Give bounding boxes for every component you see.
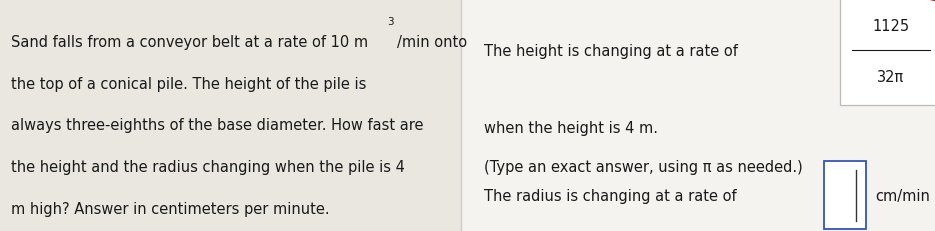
Text: The radius is changing at a rate of: The radius is changing at a rate of [484,188,737,203]
FancyBboxPatch shape [0,0,461,231]
Text: The height is changing at a rate of: The height is changing at a rate of [484,43,739,58]
Text: 1125: 1125 [872,19,910,34]
FancyBboxPatch shape [461,0,935,231]
Text: 32π: 32π [877,70,905,85]
Text: 3: 3 [387,17,394,27]
Text: always three-eighths of the base diameter. How fast are: always three-eighths of the base diamete… [11,118,424,133]
Text: Sand falls from a conveyor belt at a rate of 10 m: Sand falls from a conveyor belt at a rat… [11,35,368,50]
Text: the height and the radius changing when the pile is 4: the height and the radius changing when … [11,159,405,174]
Text: /min onto: /min onto [397,35,468,50]
Text: m high? Answer in centimeters per minute.: m high? Answer in centimeters per minute… [11,201,330,216]
Text: cm/min: cm/min [875,188,930,203]
Text: the top of a conical pile. The height of the pile is: the top of a conical pile. The height of… [11,76,367,91]
Text: (Type an exact answer, using π as needed.): (Type an exact answer, using π as needed… [484,159,803,174]
Text: when the height is 4 m.: when the height is 4 m. [484,120,658,135]
FancyBboxPatch shape [840,0,935,105]
Polygon shape [917,0,935,3]
FancyBboxPatch shape [824,162,866,229]
